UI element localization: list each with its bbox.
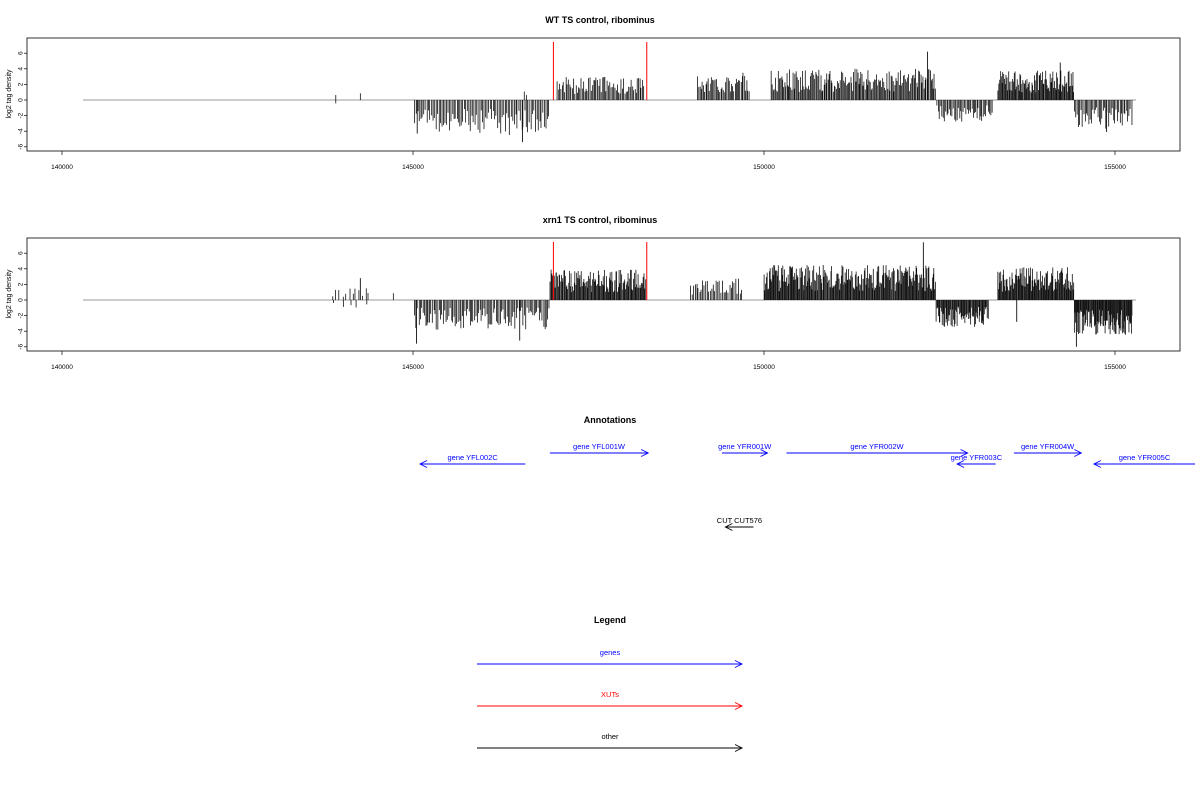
wt-y-tick-label: 4 bbox=[18, 67, 25, 71]
gene-label: gene YFL002C bbox=[448, 453, 499, 462]
gene-label: gene YFR005C bbox=[1119, 453, 1171, 462]
xrn1-y-tick-label: 4 bbox=[18, 267, 25, 271]
xrn1-x-tick-label: 145000 bbox=[402, 364, 424, 371]
annotations-title: Annotations bbox=[584, 415, 637, 425]
wt-y-tick-label: 0 bbox=[18, 98, 25, 102]
gene-arrow-head bbox=[640, 449, 650, 457]
gene-arrow-head bbox=[956, 460, 965, 468]
wt-y-tick-label: -2 bbox=[18, 112, 25, 118]
other-arrow-head bbox=[724, 523, 733, 531]
xrn1-x-tick-label: 155000 bbox=[1104, 364, 1126, 371]
xrn1-y-tick-label: -2 bbox=[18, 312, 25, 318]
xrn1-y-tick-label: 0 bbox=[18, 298, 25, 302]
xrn1-y-tick-label: 2 bbox=[18, 282, 25, 286]
other-label: CUT CUT576 bbox=[717, 516, 762, 525]
annotation-arrows: gene YFL002C gene YFL001W gene YFR001W gene… bbox=[419, 442, 1195, 531]
wt-x-tick-label: 145000 bbox=[402, 164, 424, 171]
wt-plot-frame bbox=[26, 37, 1181, 152]
gene-label: gene YFR002W bbox=[850, 442, 904, 451]
wt-y-tick-label: -4 bbox=[18, 128, 25, 134]
xrn1-x-tick-label: 150000 bbox=[753, 364, 775, 371]
legend-entries: genes XUTs other bbox=[477, 648, 744, 752]
wt-y-axis: -6 -4 -2 0 2 4 6 bbox=[18, 51, 27, 150]
xrn1-track-panel: xrn1 TS control, ribominus log2 tag dens… bbox=[6, 215, 1181, 371]
wt-track-title: WT TS control, ribominus bbox=[545, 15, 655, 25]
xrn1-y-tick-label: -4 bbox=[18, 328, 25, 334]
gene-label: gene YFL001W bbox=[573, 442, 626, 451]
wt-y-tick-label: -6 bbox=[18, 144, 25, 150]
xrn1-x-axis: 140000 145000 150000 155000 bbox=[51, 351, 1126, 371]
legend-label: genes bbox=[600, 648, 621, 657]
wt-y-axis-label: log2 tag density bbox=[6, 69, 13, 119]
xrn1-plot-frame bbox=[26, 237, 1181, 352]
xrn1-x-tick-label: 140000 bbox=[51, 364, 73, 371]
gene-arrow-head bbox=[1074, 449, 1083, 457]
wt-x-axis: 140000 145000 150000 155000 bbox=[51, 151, 1126, 171]
gene-arrow-head bbox=[419, 460, 428, 468]
legend-arrow-head bbox=[734, 660, 744, 668]
legend-arrow-head bbox=[734, 702, 744, 710]
wt-x-tick-label: 155000 bbox=[1104, 164, 1126, 171]
xrn1-y-axis: -6 -4 -2 0 2 4 6 bbox=[18, 251, 27, 350]
gene-label: gene YFR003C bbox=[951, 453, 1003, 462]
gene-label: gene YFR004W bbox=[1021, 442, 1075, 451]
wt-x-tick-label: 150000 bbox=[753, 164, 775, 171]
gene-arrow-head bbox=[960, 449, 969, 457]
wt-x-tick-label: 140000 bbox=[51, 164, 73, 171]
wt-track-panel: WT TS control, ribominus log2 tag densit… bbox=[6, 15, 1181, 171]
legend-label: XUTs bbox=[601, 690, 619, 699]
legend-arrow-head bbox=[734, 744, 744, 752]
gene-arrow-head bbox=[1092, 460, 1102, 468]
xrn1-density-bars bbox=[83, 242, 1137, 347]
gene-label: gene YFR001W bbox=[718, 442, 772, 451]
wt-y-tick-label: 6 bbox=[18, 51, 25, 55]
xrn1-y-axis-label: log2 tag density bbox=[6, 269, 13, 319]
legend-panel: Legend genes XUTs other bbox=[477, 615, 744, 752]
wt-density-bars bbox=[83, 42, 1137, 143]
gene-arrow-head bbox=[760, 449, 769, 457]
xrn1-y-tick-label: 6 bbox=[18, 251, 25, 255]
legend-title: Legend bbox=[594, 615, 626, 625]
legend-label: other bbox=[601, 732, 619, 741]
xrn1-y-tick-label: -6 bbox=[18, 344, 25, 350]
wt-y-tick-label: 2 bbox=[18, 82, 25, 86]
xrn1-track-title: xrn1 TS control, ribominus bbox=[543, 215, 658, 225]
